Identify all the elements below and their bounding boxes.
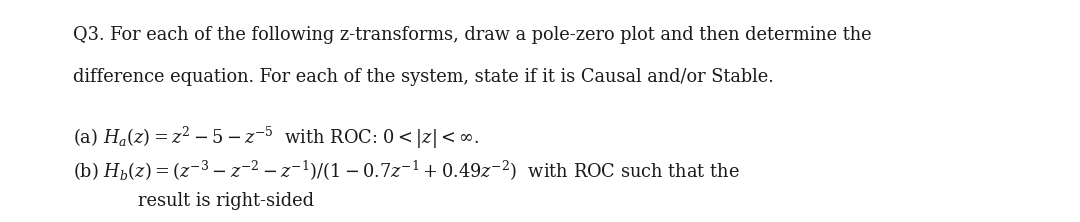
Text: result is right-sided: result is right-sided	[138, 192, 314, 210]
Text: difference equation. For each of the system, state if it is Causal and/or Stable: difference equation. For each of the sys…	[73, 68, 774, 86]
Text: Q3. For each of the following z-transforms, draw a pole-zero plot and then deter: Q3. For each of the following z-transfor…	[73, 26, 872, 44]
Text: (b) $H_b(z) = (z^{-3} - z^{-2} - z^{-1})/(1 - 0.7z^{-1} + 0.49z^{-2})$  with ROC: (b) $H_b(z) = (z^{-3} - z^{-2} - z^{-1})…	[73, 159, 740, 183]
Text: (a) $H_a(z) = z^2 - 5 - z^{-5}$  with ROC: $0 < |z| < \infty$.: (a) $H_a(z) = z^2 - 5 - z^{-5}$ with ROC…	[73, 124, 480, 151]
